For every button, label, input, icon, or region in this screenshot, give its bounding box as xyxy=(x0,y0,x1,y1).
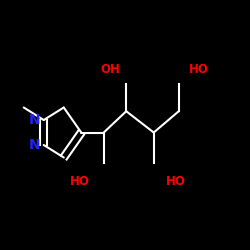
Text: HO: HO xyxy=(70,175,90,188)
Text: OH: OH xyxy=(100,63,120,76)
Text: HO: HO xyxy=(166,175,186,188)
Text: N: N xyxy=(28,113,40,127)
Text: N: N xyxy=(28,138,40,152)
Text: HO: HO xyxy=(189,63,208,76)
